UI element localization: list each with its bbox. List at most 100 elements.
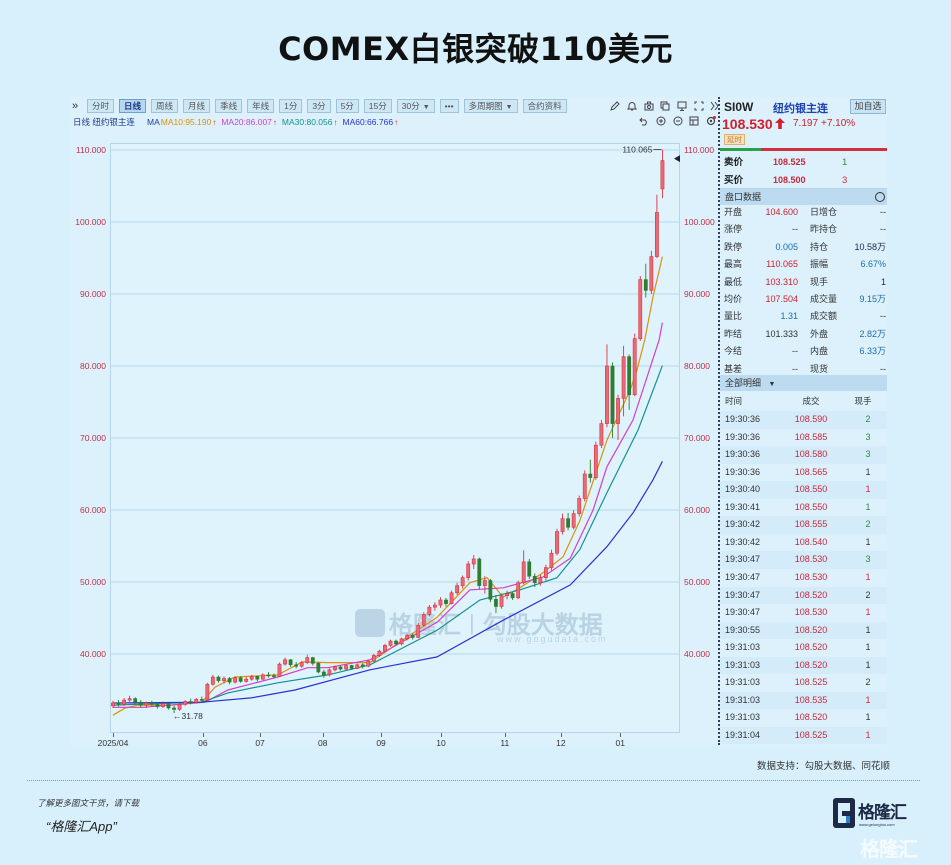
trade-qty: 1 xyxy=(865,501,871,512)
layout-icon[interactable] xyxy=(686,115,703,127)
ma60-line xyxy=(112,461,663,704)
tab-yearly[interactable]: 年线 xyxy=(247,99,275,113)
field-value: 9.15万 xyxy=(859,294,886,304)
trade-row: 19:30:36 108.590 2 xyxy=(720,411,887,429)
ratio-bar-sell xyxy=(761,148,887,151)
bid-ask-ratio-bar xyxy=(720,148,887,151)
x-axis-label: 12 xyxy=(556,738,566,748)
field-label: 内盘 xyxy=(810,346,829,357)
tab-5min[interactable]: 5分 xyxy=(335,99,359,113)
trade-price: 108.555 xyxy=(794,519,828,530)
candle xyxy=(199,696,204,702)
ratio-bar-buy xyxy=(720,148,761,151)
logo-url: www.gelonghui.com xyxy=(859,822,895,827)
settings-icon[interactable] xyxy=(703,115,720,127)
zoom-in-icon[interactable] xyxy=(653,115,670,127)
zoom-out-icon[interactable] xyxy=(669,115,686,127)
tab-daily[interactable]: 日线 xyxy=(119,99,147,113)
x-axis-label: 09 xyxy=(376,738,386,748)
logo-text: 格隆汇 xyxy=(858,803,907,822)
button-label: 合约资料 xyxy=(527,101,562,111)
trade-time: 19:30:42 xyxy=(725,519,761,530)
button-label: 5分 xyxy=(340,101,354,111)
candle xyxy=(516,580,521,600)
bell-icon[interactable] xyxy=(624,100,641,112)
candle xyxy=(205,682,210,701)
candle xyxy=(177,702,182,711)
last-price: 108.530 xyxy=(722,116,773,132)
market-data-header[interactable]: 盘口数据 xyxy=(720,189,887,205)
candle xyxy=(133,697,138,705)
trade-detail-dropdown-icon[interactable]: ▼ xyxy=(768,381,776,388)
field-value: 0.005 xyxy=(775,241,798,252)
x-axis-label: 11 xyxy=(500,738,510,748)
tab-intraday[interactable]: 分时 xyxy=(87,99,115,113)
candle xyxy=(338,665,343,671)
candle xyxy=(327,668,332,677)
tab-30min-dropdown[interactable]: 30分 ▼ xyxy=(396,99,435,113)
field-value: -- xyxy=(880,224,886,235)
camera-icon[interactable] xyxy=(640,100,657,112)
field-label: 最低 xyxy=(724,276,743,287)
y-axis-label-left: 50.000 xyxy=(80,577,106,587)
y-axis-label-right: 80.000 xyxy=(684,361,710,371)
field-value: 104.600 xyxy=(765,207,798,217)
candle xyxy=(532,573,537,588)
trade-qty: 1 xyxy=(865,624,871,635)
y-axis-label-left: 80.000 xyxy=(80,361,106,371)
multi-period-dropdown[interactable]: 多周期图 ▼ xyxy=(463,99,518,113)
trade-detail-header[interactable]: 全部明细 ▼ xyxy=(720,375,887,391)
candle xyxy=(255,675,260,682)
legend-ma10: MA10:95.190 xyxy=(160,117,212,127)
trade-row: 19:31:03 108.520 1 xyxy=(720,656,887,675)
candle xyxy=(549,549,554,571)
tab-1min[interactable]: 1分 xyxy=(279,99,303,113)
tab-3min[interactable]: 3分 xyxy=(307,99,331,113)
candle xyxy=(521,550,526,585)
expand-toolbar-icon[interactable]: » xyxy=(72,100,79,112)
pencil-icon[interactable] xyxy=(607,100,624,112)
promo-app-name: “格隆汇App” xyxy=(46,819,117,834)
candle xyxy=(582,470,587,502)
candle xyxy=(394,639,398,646)
trade-time: 19:30:47 xyxy=(725,554,761,565)
more-button[interactable]: ••• xyxy=(439,99,459,113)
candle xyxy=(588,459,593,483)
market-data-row: 均价 107.504 成交量 9.15万 xyxy=(720,291,887,308)
tab-15min[interactable]: 15分 xyxy=(363,99,392,113)
field-value: -- xyxy=(792,224,798,235)
gelonghui-logo-icon xyxy=(355,608,385,637)
contract-info-button[interactable]: 合约资料 xyxy=(522,99,567,113)
trade-qty: 1 xyxy=(865,536,871,547)
undo-icon[interactable] xyxy=(636,115,653,127)
candle xyxy=(299,661,304,668)
bid-row: 买价 108.500 3 xyxy=(720,172,887,189)
ma-label: MA xyxy=(147,117,160,127)
y-axis-label-right: 70.000 xyxy=(684,433,710,443)
tab-monthly[interactable]: 月线 xyxy=(183,99,211,113)
trade-qty: 1 xyxy=(865,712,871,723)
add-watchlist-button[interactable]: 加自选 xyxy=(850,99,886,114)
y-axis-label-right: 40.000 xyxy=(684,649,710,659)
bid-price: 108.500 xyxy=(773,175,806,185)
field-label: 昨结 xyxy=(724,328,743,339)
candle xyxy=(188,698,193,705)
candle xyxy=(466,561,471,581)
trade-price: 108.565 xyxy=(794,466,828,477)
tab-quarterly[interactable]: 季线 xyxy=(215,99,243,113)
candle xyxy=(593,441,598,480)
market-data-settings-icon[interactable] xyxy=(875,192,885,202)
x-axis-tick xyxy=(441,733,442,737)
copy-icon[interactable] xyxy=(657,100,674,112)
candle xyxy=(538,574,543,586)
field-value: 101.333 xyxy=(765,328,798,339)
tab-weekly[interactable]: 周线 xyxy=(151,99,179,113)
monitor-icon[interactable] xyxy=(674,100,691,112)
candle xyxy=(216,675,221,683)
symbol-code: SI0W xyxy=(724,100,754,114)
button-label: 月线 xyxy=(188,101,206,111)
button-label: 15分 xyxy=(368,101,387,111)
fullscreen-icon[interactable] xyxy=(690,100,707,112)
trade-time: 19:31:03 xyxy=(725,694,761,705)
high-annotation: 110.065 xyxy=(622,145,652,155)
